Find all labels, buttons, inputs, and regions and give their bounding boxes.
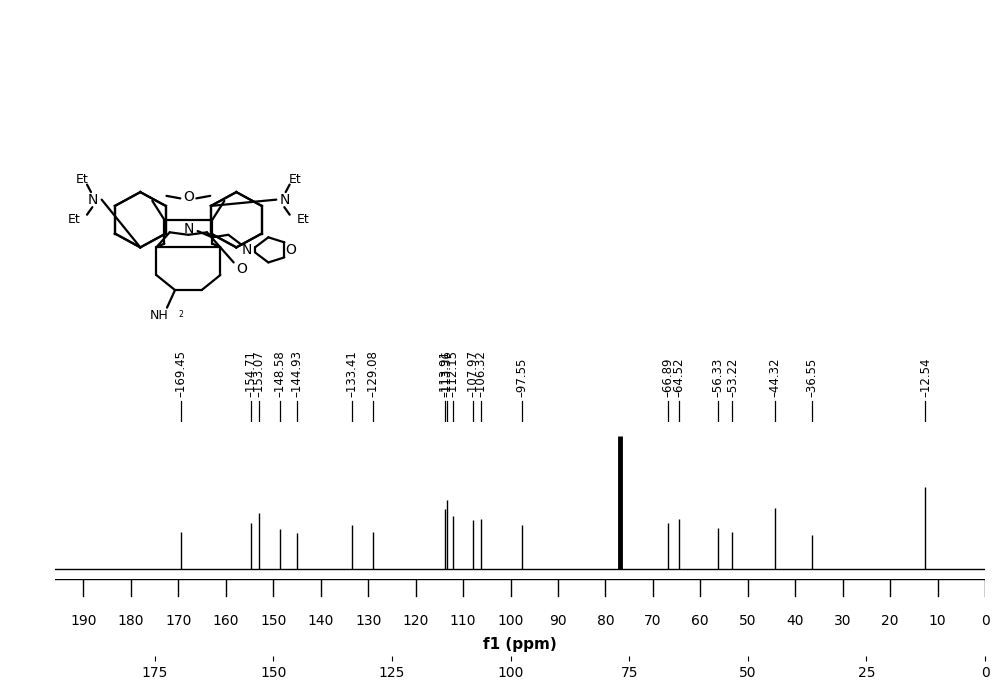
Text: 10: 10 — [929, 614, 946, 628]
Text: –148.58: –148.58 — [274, 350, 287, 397]
Text: –56.33: –56.33 — [711, 358, 724, 397]
Text: –53.22: –53.22 — [726, 358, 739, 397]
Text: Et: Et — [289, 173, 301, 186]
Text: 50: 50 — [739, 614, 757, 628]
Text: O: O — [183, 190, 194, 204]
Text: –113.91: –113.91 — [438, 350, 451, 397]
Text: 100: 100 — [497, 614, 524, 628]
Text: –133.41: –133.41 — [345, 350, 358, 397]
Text: f1 (ppm): f1 (ppm) — [483, 637, 557, 652]
Text: Et: Et — [67, 213, 80, 226]
Text: N: N — [242, 243, 252, 257]
Text: 120: 120 — [402, 614, 429, 628]
Text: NH: NH — [150, 309, 168, 322]
Text: –113.36: –113.36 — [441, 350, 454, 397]
Text: 70: 70 — [644, 614, 662, 628]
Text: –107.97: –107.97 — [466, 350, 479, 397]
Text: O: O — [286, 243, 296, 257]
Text: –12.54: –12.54 — [919, 357, 932, 397]
Text: $_2$: $_2$ — [178, 309, 184, 321]
Text: N: N — [183, 221, 194, 235]
Text: –112.15: –112.15 — [446, 350, 459, 397]
Text: –154.71: –154.71 — [244, 350, 257, 397]
Text: 0: 0 — [981, 614, 989, 628]
Text: 30: 30 — [834, 614, 851, 628]
Text: –66.89: –66.89 — [661, 357, 674, 397]
Text: –106.32: –106.32 — [474, 350, 487, 397]
Text: –44.32: –44.32 — [768, 357, 781, 397]
Text: 90: 90 — [549, 614, 567, 628]
Text: Et: Et — [297, 213, 309, 226]
Text: –169.45: –169.45 — [174, 350, 187, 397]
Text: 20: 20 — [881, 614, 899, 628]
Text: 150: 150 — [260, 614, 286, 628]
Text: 160: 160 — [213, 614, 239, 628]
Text: –144.93: –144.93 — [291, 350, 304, 397]
Text: –64.52: –64.52 — [672, 357, 685, 397]
Text: 40: 40 — [786, 614, 804, 628]
Text: 170: 170 — [165, 614, 192, 628]
Text: N: N — [87, 193, 98, 207]
Text: 80: 80 — [597, 614, 614, 628]
Text: 60: 60 — [691, 614, 709, 628]
Text: 130: 130 — [355, 614, 381, 628]
Text: Et: Et — [75, 173, 88, 186]
Text: N: N — [279, 193, 290, 207]
Text: –129.08: –129.08 — [366, 350, 379, 397]
Text: O: O — [236, 262, 247, 276]
Text: –153.07: –153.07 — [252, 350, 265, 397]
Text: 140: 140 — [308, 614, 334, 628]
Text: 180: 180 — [118, 614, 144, 628]
Text: 190: 190 — [70, 614, 97, 628]
Text: –97.55: –97.55 — [516, 358, 529, 397]
Text: –36.55: –36.55 — [805, 358, 818, 397]
Text: 110: 110 — [450, 614, 476, 628]
